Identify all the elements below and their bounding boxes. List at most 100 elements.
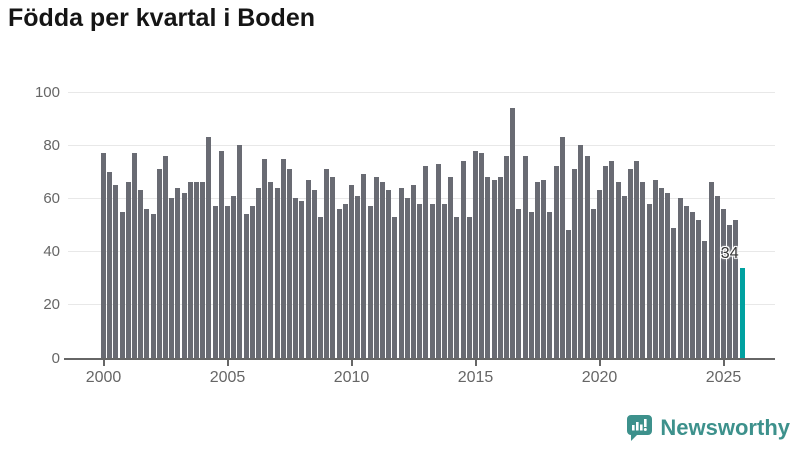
bar xyxy=(268,182,274,358)
bar xyxy=(659,187,664,358)
bar xyxy=(380,182,385,358)
bar xyxy=(429,203,435,358)
bar xyxy=(714,195,720,358)
x-axis-tick-label: 2025 xyxy=(705,369,742,386)
bar xyxy=(169,198,175,358)
bar xyxy=(423,166,429,358)
x-axis-line xyxy=(64,358,775,360)
bar xyxy=(677,198,683,358)
y-axis-tick-label: 100 xyxy=(34,83,60,101)
bar xyxy=(237,145,243,358)
bar xyxy=(435,163,441,358)
bar xyxy=(721,209,726,358)
bar xyxy=(510,107,516,358)
bar xyxy=(156,169,162,358)
bar xyxy=(274,187,280,358)
bar xyxy=(603,166,609,358)
bar xyxy=(342,203,348,358)
bar xyxy=(690,211,695,358)
y-axis-tick-label: 60 xyxy=(43,189,60,207)
bar xyxy=(330,177,336,358)
bar xyxy=(454,217,460,358)
bar xyxy=(194,182,199,358)
y-axis-tick-label: 40 xyxy=(43,243,60,261)
bar xyxy=(125,182,131,358)
bar xyxy=(541,179,547,358)
bar xyxy=(293,198,299,358)
bar xyxy=(485,177,491,358)
bar xyxy=(460,161,466,358)
bar xyxy=(634,161,640,358)
bar xyxy=(249,206,255,358)
x-axis-tick-label: 2000 xyxy=(85,369,122,386)
bar xyxy=(150,214,156,358)
bar xyxy=(225,206,230,358)
bar xyxy=(175,187,181,358)
bar xyxy=(522,155,528,358)
bar xyxy=(200,182,206,358)
bar xyxy=(355,195,361,358)
bar xyxy=(702,240,708,358)
bar xyxy=(386,190,392,358)
bar xyxy=(336,209,342,358)
bar xyxy=(448,177,454,358)
bar xyxy=(727,225,733,358)
bar xyxy=(497,177,503,358)
x-axis-tick xyxy=(722,360,725,366)
bar xyxy=(256,187,261,358)
bar xyxy=(479,153,485,358)
y-axis-tick-label: 0 xyxy=(51,349,60,367)
bar xyxy=(646,203,652,358)
page-title: Födda per kvartal i Boden xyxy=(8,4,316,32)
newsworthy-logo-text: Newsworthy xyxy=(660,415,790,440)
bar xyxy=(318,217,323,358)
bar xyxy=(138,190,144,358)
bar xyxy=(572,169,578,358)
bar xyxy=(287,169,292,358)
newsworthy-logo-icon xyxy=(626,414,653,442)
bar xyxy=(398,187,404,358)
bar xyxy=(553,166,559,358)
x-axis-tick xyxy=(350,360,353,366)
bar xyxy=(628,169,633,358)
bar xyxy=(361,174,367,358)
bar xyxy=(504,155,509,358)
bar xyxy=(584,155,590,358)
bar xyxy=(473,150,478,358)
bar xyxy=(665,193,671,358)
bar xyxy=(535,182,540,358)
bar xyxy=(212,206,218,358)
newsworthy-branding: Newsworthy xyxy=(626,413,790,443)
x-axis-tick-label: 2005 xyxy=(209,369,246,386)
x-axis-tick xyxy=(226,360,229,366)
bar xyxy=(528,211,534,358)
bar xyxy=(101,153,106,358)
bar xyxy=(218,150,224,358)
bar xyxy=(243,214,249,358)
bar xyxy=(404,198,410,358)
x-axis-tick-label: 2020 xyxy=(581,369,618,386)
bar xyxy=(578,145,584,358)
bar xyxy=(615,182,621,358)
bar xyxy=(696,219,702,358)
bar xyxy=(144,209,150,358)
bar xyxy=(683,206,689,358)
highlighted-value-label: 34 xyxy=(720,244,739,262)
bar xyxy=(324,169,330,358)
bar xyxy=(107,171,113,358)
bar xyxy=(349,185,354,358)
x-axis-tick xyxy=(102,360,105,366)
y-gridline xyxy=(68,197,775,199)
bar xyxy=(113,185,119,358)
bar-highlighted-latest-quarter xyxy=(739,267,745,358)
bar xyxy=(119,211,125,358)
bar xyxy=(392,217,398,358)
y-gridline xyxy=(68,144,775,146)
bar xyxy=(516,209,522,358)
x-axis-tick-label: 2010 xyxy=(333,369,370,386)
bar xyxy=(280,158,286,358)
bar xyxy=(590,209,596,358)
x-axis-tick-label: 2015 xyxy=(457,369,494,386)
bar xyxy=(466,217,472,358)
